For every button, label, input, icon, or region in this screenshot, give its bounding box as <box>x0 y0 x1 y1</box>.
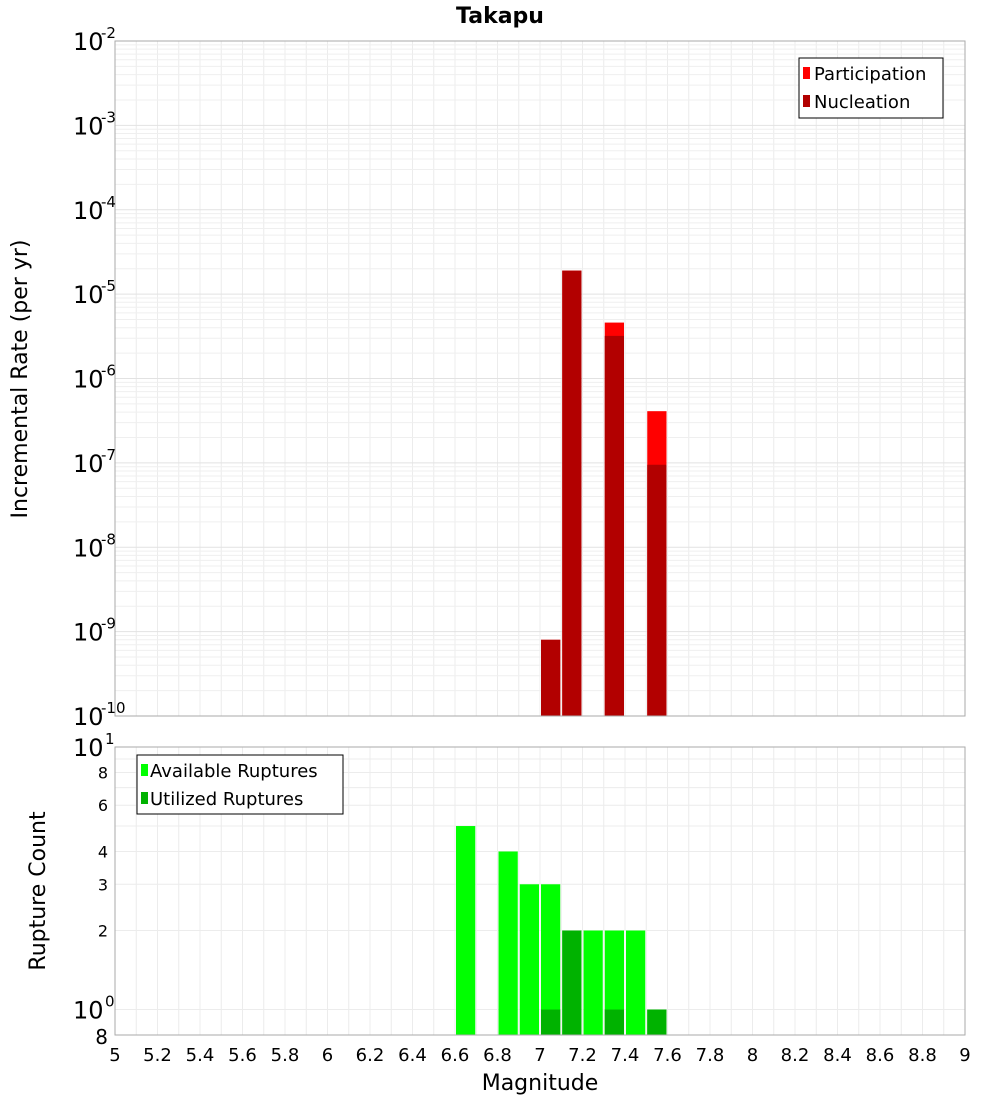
top-bars <box>541 270 667 716</box>
y-tick-label: 10 <box>73 703 104 731</box>
top-gridlines <box>114 41 966 717</box>
bottom-bar-available-ruptures <box>626 930 646 1035</box>
bottom-bar-available-ruptures <box>456 826 476 1035</box>
bottom-bar-utilized-ruptures <box>541 1009 561 1035</box>
y-tick-exponent: -4 <box>101 193 116 211</box>
legend-swatch-participation <box>803 67 810 79</box>
y-tick-exponent: -10 <box>101 699 126 717</box>
top-bar-nucleation <box>562 270 582 716</box>
top-y-axis-label: Incremental Rate (per yr) <box>8 240 33 519</box>
y-tick-label-minor: 8 <box>98 763 108 782</box>
y-tick-label: 10 <box>73 197 104 225</box>
bottom-bar-utilized-ruptures <box>604 1009 624 1035</box>
x-tick-label: 8.4 <box>823 1045 852 1066</box>
legend-label-available-ruptures: Available Ruptures <box>150 761 318 782</box>
y-tick-label-minor: 8 <box>95 1025 108 1049</box>
x-tick-label: 6 <box>322 1045 333 1066</box>
x-tick-label: 5.8 <box>271 1045 300 1066</box>
bottom-legend: Available Ruptures Utilized Ruptures <box>136 754 344 815</box>
bottom-legend-box <box>136 754 344 815</box>
legend-swatch-utilized-ruptures <box>141 792 148 804</box>
x-tick-label: 8.2 <box>781 1045 810 1066</box>
x-tick-label: 7.2 <box>568 1045 597 1066</box>
y-tick-label: 10 <box>73 281 104 309</box>
top-legend: Participation Nucleation <box>798 57 944 119</box>
y-tick-label: 10 <box>73 366 104 394</box>
x-tick-label: 8.8 <box>908 1045 937 1066</box>
y-tick-exponent: 1 <box>105 730 115 748</box>
y-tick-exponent: -6 <box>101 362 116 380</box>
y-tick-exponent: -8 <box>101 530 116 548</box>
x-tick-label: 5.4 <box>186 1045 215 1066</box>
y-tick-label-minor: 4 <box>98 842 108 861</box>
y-tick-label: 10 <box>73 534 104 562</box>
x-tick-label: 7 <box>534 1045 545 1066</box>
chart-title: Takapu <box>456 4 544 29</box>
legend-swatch-available-ruptures <box>141 764 148 776</box>
y-tick-label-minor: 2 <box>98 922 108 941</box>
x-tick-label: 6.4 <box>398 1045 427 1066</box>
x-tick-label: 5.2 <box>143 1045 172 1066</box>
legend-label-participation: Participation <box>814 64 926 85</box>
x-tick-label: 7.6 <box>653 1045 682 1066</box>
y-tick-label: 10 <box>73 619 104 647</box>
x-tick-label: 8 <box>747 1045 758 1066</box>
y-tick-exponent: -7 <box>101 446 116 464</box>
x-tick-label: 5.6 <box>228 1045 257 1066</box>
legend-label-utilized-ruptures: Utilized Ruptures <box>150 789 303 810</box>
x-axis-label: Magnitude <box>482 1071 599 1096</box>
y-tick-label-minor: 3 <box>98 875 108 894</box>
bottom-y-axis-label: Rupture Count <box>26 811 51 971</box>
y-tick-exponent: -3 <box>101 108 116 126</box>
y-tick-label: 10 <box>73 28 104 56</box>
bottom-bar-available-ruptures <box>583 930 603 1035</box>
x-tick-label: 6.2 <box>356 1045 385 1066</box>
x-tick-label: 9 <box>959 1045 970 1066</box>
bottom-bar-available-ruptures <box>519 884 539 1035</box>
x-tick-label: 8.6 <box>866 1045 895 1066</box>
x-tick-label: 6.8 <box>483 1045 512 1066</box>
legend-swatch-nucleation <box>803 95 810 107</box>
x-tick-label: 6.6 <box>441 1045 470 1066</box>
y-tick-exponent: -5 <box>101 277 116 295</box>
top-bar-nucleation <box>647 464 667 716</box>
bottom-bar-utilized-ruptures <box>562 930 582 1035</box>
bottom-plot-frame <box>114 746 966 1036</box>
y-tick-exponent: -2 <box>101 24 116 42</box>
bottom-bar-available-ruptures <box>541 884 561 1035</box>
top-legend-box <box>798 57 944 119</box>
top-bar-nucleation <box>604 335 624 716</box>
y-tick-exponent: 0 <box>105 993 115 1011</box>
x-tick-label: 7.4 <box>611 1045 640 1066</box>
top-plot-frame <box>114 40 966 717</box>
y-tick-label: 10 <box>73 450 104 478</box>
bottom-bar-available-ruptures <box>498 851 518 1035</box>
bottom-bar-utilized-ruptures <box>647 1009 667 1035</box>
legend-label-nucleation: Nucleation <box>814 92 910 113</box>
x-tick-label: 7.8 <box>696 1045 725 1066</box>
y-tick-label-minor: 6 <box>98 796 108 815</box>
y-tick-label: 10 <box>73 734 104 762</box>
top-bar-nucleation <box>541 639 561 716</box>
y-tick-label: 10 <box>73 997 104 1025</box>
bottom-bar-available-ruptures <box>604 930 624 1035</box>
x-tick-label: 5 <box>109 1045 120 1066</box>
y-tick-exponent: -9 <box>101 615 116 633</box>
y-tick-label: 10 <box>73 112 104 140</box>
x-axis-ticks: 5 5.2 5.4 5.6 5.8 6 6.2 6.4 6.6 6.8 7 7.2 7.4 7.6 7.8 8… <box>109 1045 970 1066</box>
bottom-bars <box>456 826 667 1035</box>
